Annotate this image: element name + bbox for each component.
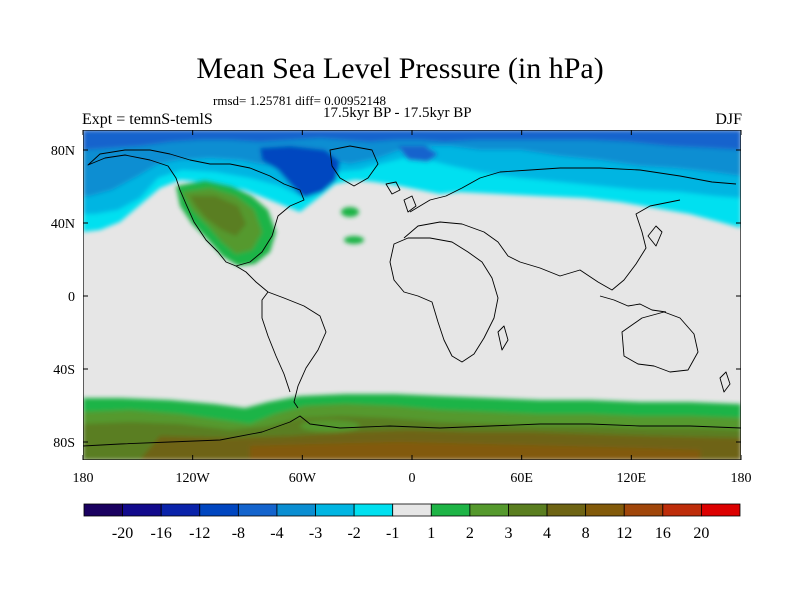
colorbar-swatch bbox=[701, 503, 741, 517]
colorbar-swatch bbox=[623, 503, 664, 517]
south-america-west-coast bbox=[261, 291, 291, 393]
band-minus4-atlantic bbox=[398, 146, 438, 162]
y-axis: 80N 40N 0 40S 80S bbox=[51, 144, 741, 451]
north-america-coast bbox=[87, 149, 305, 267]
y-tick-label: 40S bbox=[53, 363, 75, 378]
map-field bbox=[83, 130, 741, 460]
colorbar-swatch bbox=[469, 503, 509, 517]
south-america-coast bbox=[235, 265, 327, 409]
eurasia-south-coast bbox=[403, 199, 681, 291]
colorbar-label: 12 bbox=[616, 525, 632, 542]
british-isles-coast bbox=[403, 195, 417, 213]
colorbar-label: -8 bbox=[232, 525, 245, 542]
colorbar-swatch bbox=[392, 503, 432, 517]
greenland-coast bbox=[329, 145, 379, 187]
madagascar-coast bbox=[497, 325, 509, 351]
band-plus3-na bbox=[190, 196, 246, 236]
colorbar-swatch bbox=[276, 503, 316, 517]
band-minus8 bbox=[260, 146, 340, 198]
x-tick-label: 180 bbox=[731, 471, 752, 486]
x-tick-label: 60W bbox=[289, 471, 317, 486]
x-tick-label: 180 bbox=[73, 471, 94, 486]
colorbar-label: -12 bbox=[189, 525, 210, 542]
experiment-label: Expt = temnS-temlS bbox=[82, 111, 213, 128]
colorbar-swatch bbox=[199, 503, 239, 517]
colorbar-label: -16 bbox=[151, 525, 172, 542]
eurasia-north-coast bbox=[409, 167, 737, 213]
x-tick-label: 60E bbox=[510, 471, 533, 486]
band-minus4 bbox=[83, 130, 741, 150]
colorbar-swatch bbox=[585, 503, 625, 517]
colorbar-swatch bbox=[353, 503, 394, 517]
colorbar-swatch bbox=[160, 503, 201, 517]
y-tick-label: 0 bbox=[68, 290, 75, 305]
iceland-coast bbox=[385, 181, 401, 195]
band-plus8-south bbox=[250, 442, 700, 460]
colorbar-label: -20 bbox=[112, 525, 133, 542]
coastlines bbox=[83, 145, 741, 447]
japan-coast bbox=[647, 225, 663, 247]
band-plus1-blob-a bbox=[341, 207, 359, 217]
colorbar-label: -4 bbox=[270, 525, 283, 542]
colorbar-swatch bbox=[83, 503, 123, 517]
x-tick-label: 0 bbox=[409, 471, 416, 486]
colorbar-label: 16 bbox=[655, 525, 671, 542]
colorbar-label: -3 bbox=[309, 525, 322, 542]
antarctica-coast bbox=[83, 415, 741, 447]
colorbar-swatch bbox=[430, 503, 471, 517]
y-tick-label: 80S bbox=[53, 436, 75, 451]
x-tick-label: 120E bbox=[617, 471, 647, 486]
new-zealand-coast bbox=[719, 371, 731, 393]
season-label: DJF bbox=[715, 111, 742, 128]
colorbar-swatch bbox=[237, 503, 278, 517]
y-tick-label: 40N bbox=[51, 217, 75, 232]
colorbar-label: 4 bbox=[543, 525, 551, 542]
x-axis: 180 120W 60W 0 60E 120E 180 bbox=[73, 130, 752, 486]
africa-coast bbox=[389, 237, 499, 363]
band-minus3 bbox=[83, 130, 741, 196]
colorbar-label: 20 bbox=[693, 525, 709, 542]
colorbar-label: 8 bbox=[582, 525, 590, 542]
colorbar-label: 1 bbox=[427, 525, 435, 542]
colorbar-swatch bbox=[508, 503, 548, 517]
band-plus2-patch bbox=[300, 420, 360, 432]
stats-label: rmsd= 1.25781 diff= 0.00952148 bbox=[213, 93, 386, 108]
band-plus1-blob-b bbox=[344, 236, 364, 244]
australia-coast bbox=[621, 311, 699, 373]
colorbar-swatch bbox=[122, 503, 162, 517]
subtitle: 17.5kyr BP - 17.5kyr BP bbox=[323, 105, 472, 121]
colorbar-swatch bbox=[662, 503, 702, 517]
colorbar-label: -2 bbox=[347, 525, 360, 542]
colorbar: -20 -16 -12 -8 -4 -3 -2 -1 1 2 3 4 8 12 16 20 bbox=[83, 503, 741, 542]
colorbar-swatch bbox=[546, 503, 587, 517]
indonesia-coast bbox=[599, 295, 667, 313]
colorbar-label: 2 bbox=[466, 525, 474, 542]
colorbar-label: -1 bbox=[386, 525, 399, 542]
colorbar-label: 3 bbox=[504, 525, 512, 542]
map-title: Mean Sea Level Pressure (in hPa) bbox=[196, 52, 604, 85]
x-tick-label: 120W bbox=[176, 471, 211, 486]
y-tick-label: 80N bbox=[51, 144, 75, 159]
colorbar-swatch bbox=[315, 503, 355, 517]
